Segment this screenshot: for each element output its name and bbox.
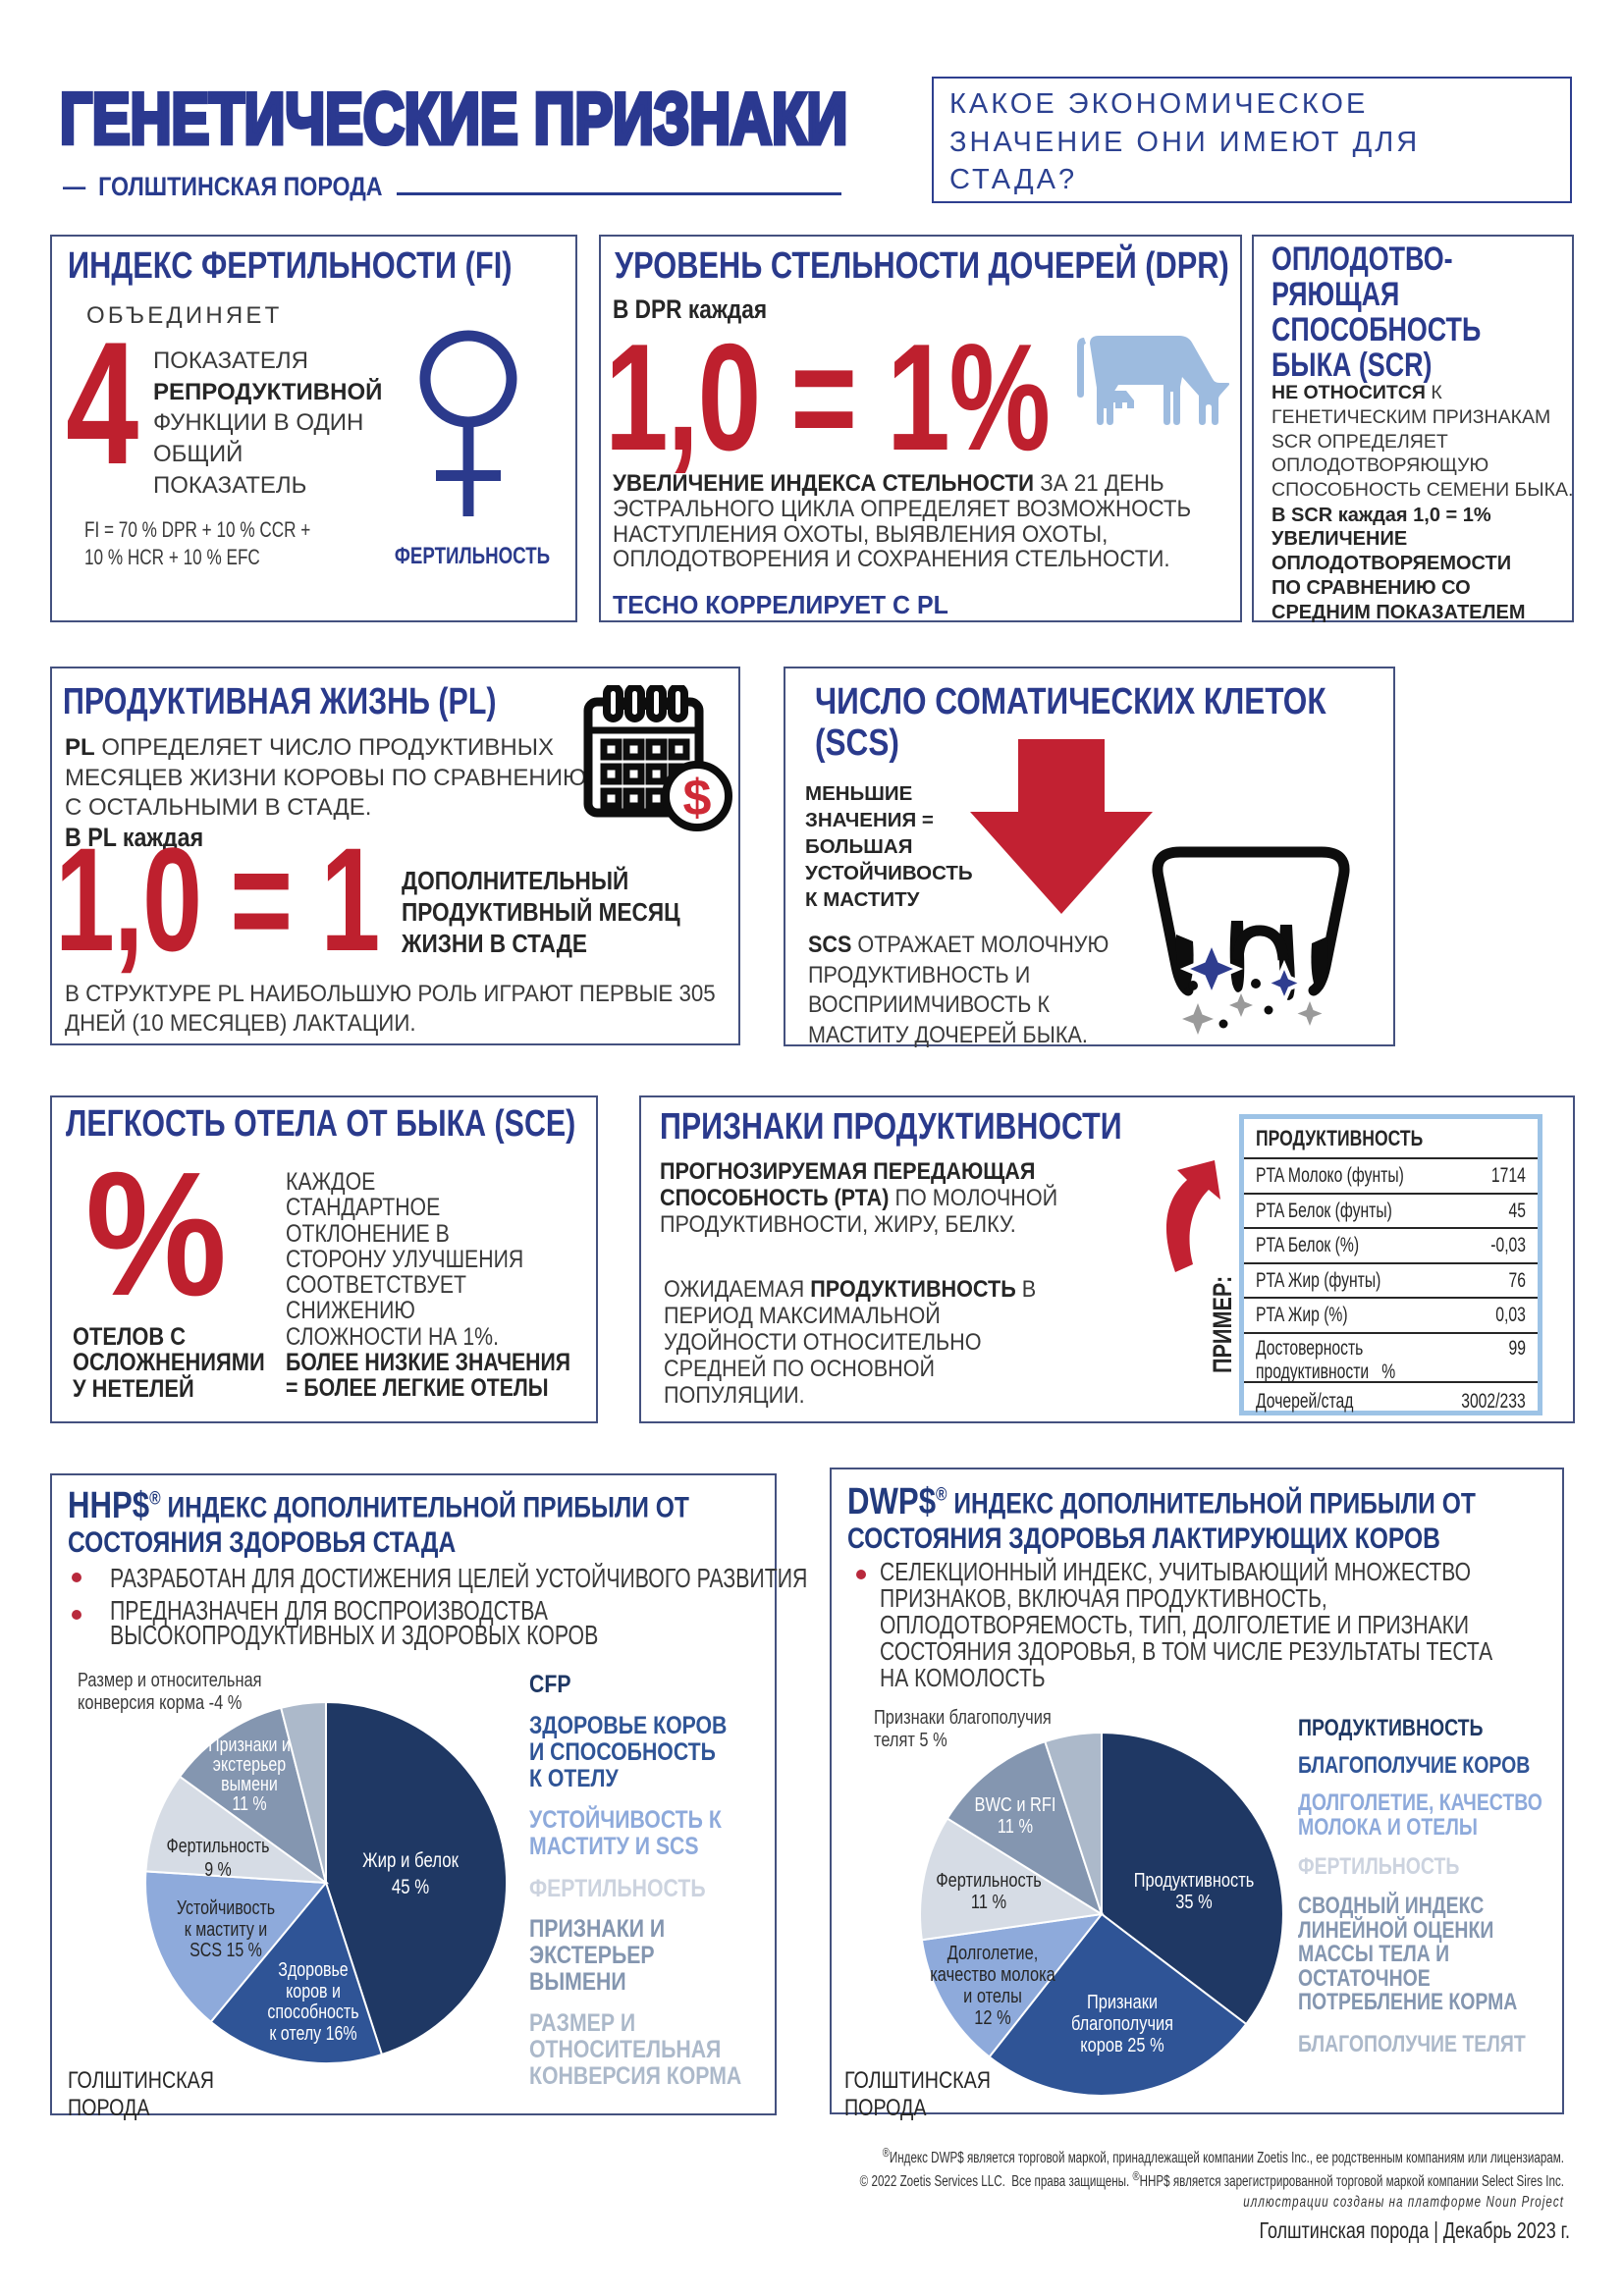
svg-text:$: $ [683, 770, 712, 827]
